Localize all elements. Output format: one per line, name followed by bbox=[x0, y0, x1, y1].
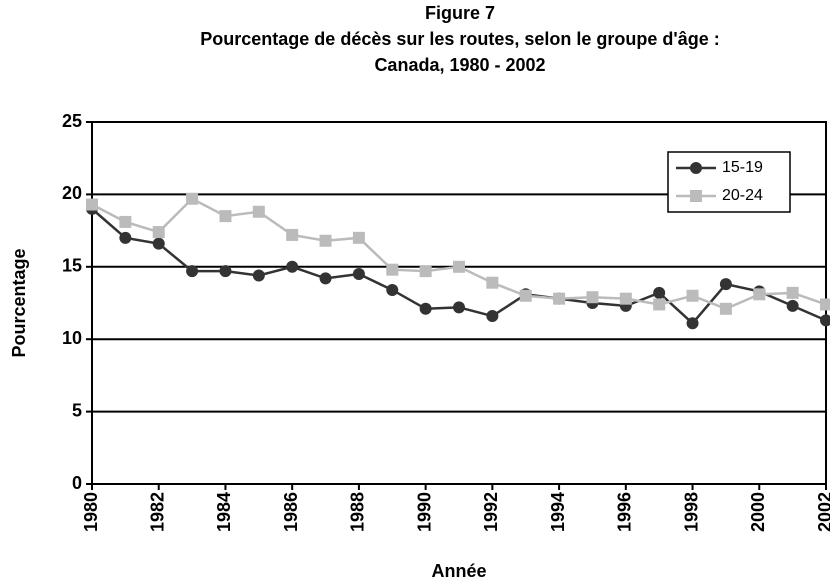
y-tick-label: 25 bbox=[62, 111, 82, 131]
x-tick-label: 2000 bbox=[748, 492, 768, 532]
marker bbox=[553, 292, 566, 305]
marker bbox=[653, 298, 666, 311]
marker bbox=[619, 292, 632, 305]
marker bbox=[152, 237, 165, 250]
marker bbox=[486, 276, 499, 289]
marker bbox=[786, 299, 799, 312]
series-line bbox=[91, 197, 827, 311]
marker bbox=[86, 198, 98, 211]
x-tick-label: 1998 bbox=[681, 492, 701, 532]
marker bbox=[586, 291, 599, 304]
x-tick-label: 1980 bbox=[81, 492, 101, 532]
marker bbox=[686, 289, 699, 302]
y-tick-label: 10 bbox=[62, 328, 82, 348]
y-tick-label: 20 bbox=[62, 183, 82, 203]
x-tick-label: 1996 bbox=[615, 492, 635, 532]
x-tick-label: 1994 bbox=[548, 492, 568, 532]
x-tick-label: 2002 bbox=[815, 492, 830, 532]
marker bbox=[286, 228, 299, 241]
marker bbox=[419, 302, 432, 315]
x-tick-label: 1992 bbox=[481, 492, 501, 532]
y-axis-label: Pourcentage bbox=[9, 248, 29, 357]
x-tick-label: 1988 bbox=[348, 492, 368, 532]
x-tick-label: 1982 bbox=[147, 492, 167, 532]
x-tick-label: 1984 bbox=[214, 492, 234, 532]
marker bbox=[653, 286, 666, 299]
marker bbox=[419, 265, 432, 278]
y-tick-label: 15 bbox=[62, 256, 82, 276]
marker bbox=[453, 301, 465, 314]
marker bbox=[519, 289, 532, 302]
marker bbox=[690, 162, 702, 174]
marker bbox=[690, 190, 702, 202]
y-tick-label: 0 bbox=[72, 473, 82, 493]
marker bbox=[119, 231, 132, 244]
marker bbox=[219, 265, 232, 278]
chart-subtitle: Canada, 1980 - 2002 bbox=[374, 55, 545, 75]
marker bbox=[719, 302, 732, 315]
marker bbox=[252, 269, 265, 282]
legend-box bbox=[667, 151, 791, 213]
marker bbox=[820, 298, 830, 311]
marker bbox=[319, 272, 332, 285]
legend-label: 20-24 bbox=[722, 187, 763, 204]
marker bbox=[119, 215, 132, 228]
chart-subtitle: Pourcentage de décès sur les routes, sel… bbox=[200, 29, 719, 49]
marker bbox=[686, 317, 699, 330]
marker bbox=[386, 263, 399, 276]
marker bbox=[820, 314, 830, 327]
marker bbox=[319, 234, 332, 247]
y-tick-label: 5 bbox=[72, 400, 82, 420]
marker bbox=[352, 268, 365, 281]
chart-title: Figure 7 bbox=[425, 3, 495, 23]
marker bbox=[186, 192, 199, 205]
marker bbox=[386, 283, 399, 296]
marker bbox=[352, 231, 365, 244]
marker bbox=[152, 226, 165, 239]
marker bbox=[252, 205, 265, 218]
marker bbox=[453, 260, 465, 273]
marker bbox=[719, 278, 732, 291]
x-tick-label: 1986 bbox=[281, 492, 301, 532]
legend-label: 15-19 bbox=[722, 159, 763, 176]
marker bbox=[786, 286, 799, 299]
marker bbox=[486, 310, 499, 323]
marker bbox=[219, 210, 232, 223]
x-tick-label: 1990 bbox=[414, 492, 434, 532]
marker bbox=[186, 265, 199, 278]
x-axis-label: Année bbox=[431, 561, 486, 581]
marker bbox=[753, 288, 766, 301]
marker bbox=[286, 260, 299, 273]
